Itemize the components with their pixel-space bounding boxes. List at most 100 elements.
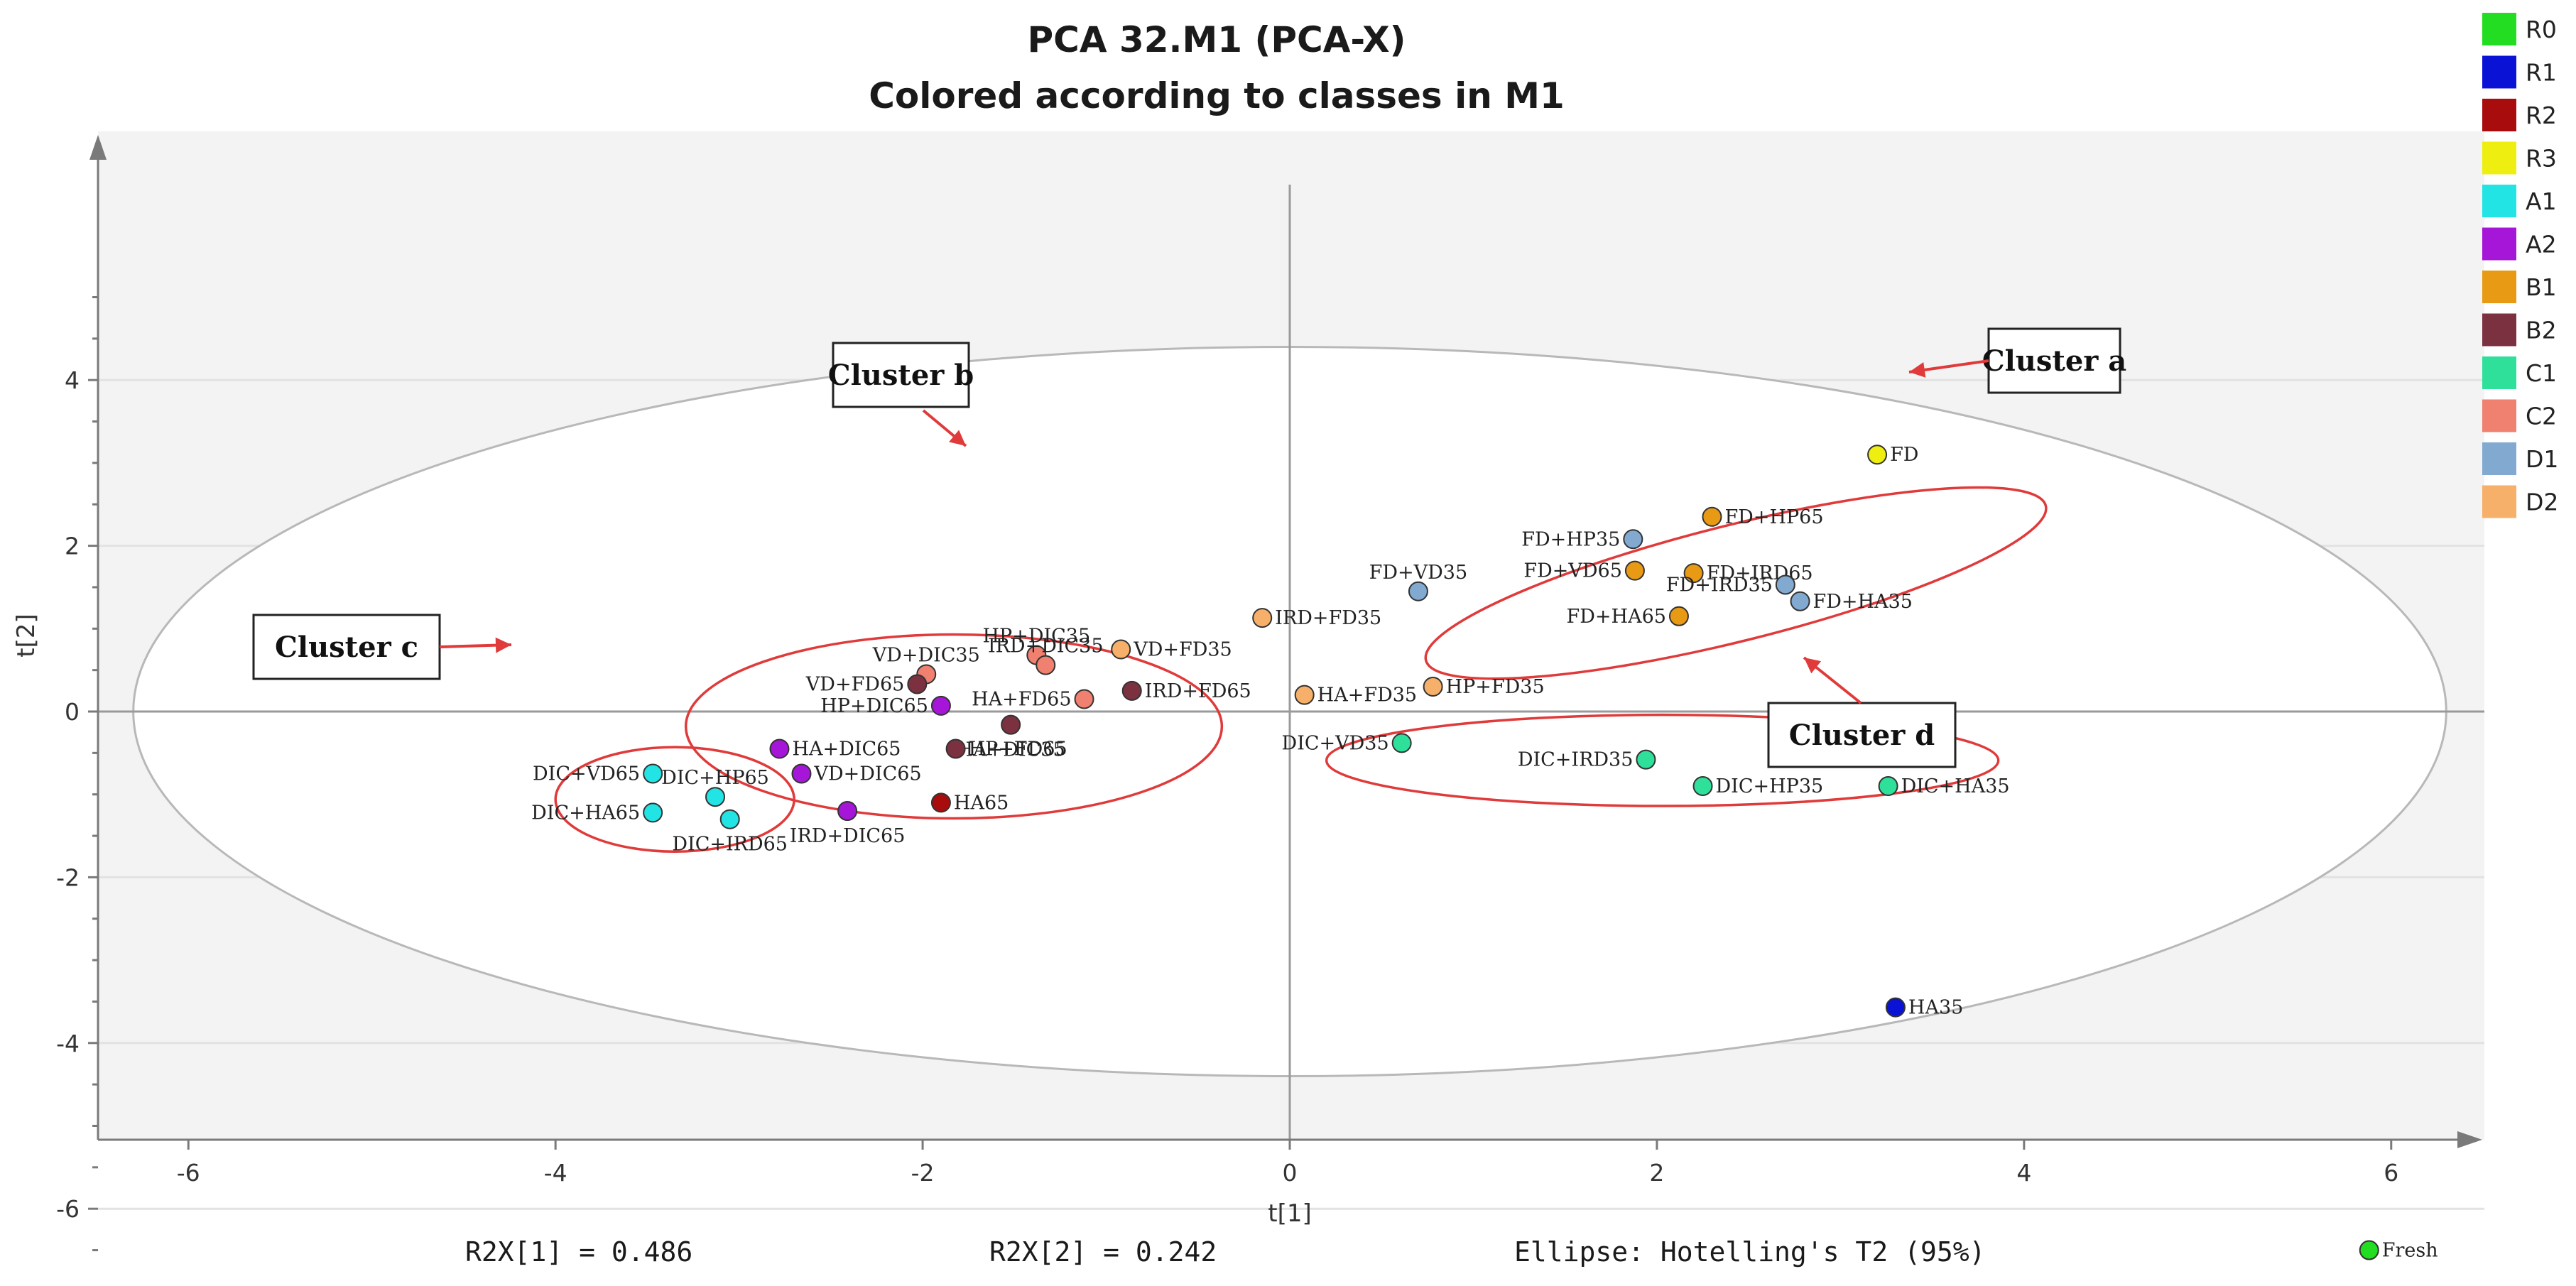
point-label: HA+DIC35 [957,739,1065,761]
cluster-ellipse [684,633,1224,820]
data-point[interactable] [719,809,740,829]
legend-swatch [2482,271,2516,303]
data-point[interactable] [1111,639,1131,660]
data-point[interactable] [1001,714,1021,735]
x-tick-label: 2 [1649,1159,1664,1187]
point-label: FD+VD35 [1369,562,1468,584]
data-point[interactable] [1252,608,1273,628]
legend-swatch [2482,485,2516,518]
legend-label: A2 [2526,231,2557,258]
x-tick-label: -4 [544,1159,567,1187]
data-point[interactable] [837,801,858,822]
cluster-label: Cluster b [828,359,974,392]
y-tick-label: 2 [65,533,80,560]
data-point[interactable] [1294,685,1315,705]
data-point[interactable] [1623,529,1643,550]
data-point[interactable] [1668,606,1689,626]
legend-swatch [2482,185,2516,217]
data-point[interactable] [930,792,951,813]
data-point[interactable] [1074,689,1094,709]
data-point[interactable] [769,739,790,759]
data-point[interactable] [791,763,812,784]
legend-label: C2 [2526,403,2557,430]
cluster-ellipse [1424,486,2048,680]
cluster-arrow-head [949,430,966,446]
point-label: VD+FD65 [805,673,905,695]
data-point[interactable] [1867,445,1888,465]
legend-label: D1 [2526,445,2558,473]
data-point[interactable] [1692,776,1713,797]
cluster-arrow-head [495,637,511,653]
plot-area: -6 -4 -2 0 2 4 6 -6 -4 -2 0 2 4 FD FD+HP65 FD+HP35 FD+V… [56,131,2484,1262]
point-label: HA35 [1908,997,1963,1019]
legend-label: R2 [2526,102,2557,129]
x-tick-label: 0 [1283,1159,1298,1187]
point-label: HA+DIC65 [792,739,901,761]
legend-label: D2 [2526,489,2558,516]
x-tick-label: -6 [177,1159,200,1187]
point-label: FD [1890,444,1918,466]
data-point[interactable] [1878,776,1898,797]
data-point[interactable] [1036,655,1056,675]
point-label: HP+FD35 [1446,676,1545,698]
point-label: DIC+HP65 [661,767,769,789]
point-label: Fresh [2382,1240,2438,1262]
legend-label: A1 [2526,187,2557,215]
point-label: HP+DIC65 [820,695,928,717]
legend-swatch [2482,313,2516,347]
point-label: HP+FD65 [969,739,1067,761]
data-point[interactable] [1683,563,1704,584]
point-label: DIC+VD35 [1282,732,1389,754]
cluster-box [1767,702,1957,768]
data-point[interactable] [930,695,951,716]
cluster-box [1987,327,2121,394]
data-point[interactable] [1702,506,1722,527]
legend-swatch [2482,356,2516,389]
point-label: FD+VD65 [1523,560,1622,582]
data-point[interactable] [1885,997,1906,1018]
legend-swatch [2482,99,2516,131]
data-point[interactable] [643,802,663,823]
point-label: HP+DIC35 [982,626,1090,648]
point-label: FD+HP65 [1724,506,1823,528]
data-point[interactable] [1408,581,1428,601]
legend-label: B1 [2526,273,2557,301]
data-point[interactable] [1775,574,1795,595]
data-point[interactable] [907,674,928,694]
legend-swatch [2482,227,2516,261]
cluster-annotations: Cluster a Cluster b Cluster c Cluster d [252,327,2126,768]
x-axis-label: t[1] [1268,1199,1312,1228]
point-label: DIC+HA35 [1901,775,2010,797]
point-label: DIC+HP35 [1716,775,1824,797]
x-axis-arrow [2457,1131,2482,1148]
data-point[interactable] [1391,733,1412,753]
point-label: HA+FD35 [1317,685,1417,707]
point-label: DIC+VD65 [533,763,640,785]
data-point[interactable] [945,739,966,759]
point-label: IRD+FD65 [1145,680,1251,702]
data-point[interactable] [643,763,663,784]
point-label: IRD+DIC65 [790,825,906,847]
cluster-box [832,342,970,408]
point-label: FD+IRD65 [1707,562,1813,584]
point-label: VD+DIC65 [813,763,921,785]
x-tick-label: -2 [911,1159,935,1187]
legend-label: R3 [2526,145,2557,173]
cluster-label: Cluster c [275,631,418,664]
data-point[interactable] [1636,749,1656,770]
data-point[interactable] [1624,560,1645,581]
data-point[interactable] [705,787,726,807]
data-point[interactable] [1121,680,1142,701]
legend-swatch [2482,399,2516,432]
data-point[interactable] [1790,591,1810,611]
axes: -6 -4 -2 0 2 4 6 -6 -4 -2 0 2 4 [56,135,2484,1252]
data-point[interactable] [1423,676,1443,697]
x-tick-label: 6 [2384,1159,2398,1187]
cluster-layer [554,486,2048,853]
footer-r2x1: R2X[1] = 0.486 [465,1236,692,1268]
legend-swatch [2482,442,2516,475]
cluster-arrow-head [1804,658,1822,674]
data-point[interactable] [2359,1240,2379,1260]
y-tick-label: 0 [65,698,80,726]
point-label: DIC+IRD65 [672,834,788,856]
